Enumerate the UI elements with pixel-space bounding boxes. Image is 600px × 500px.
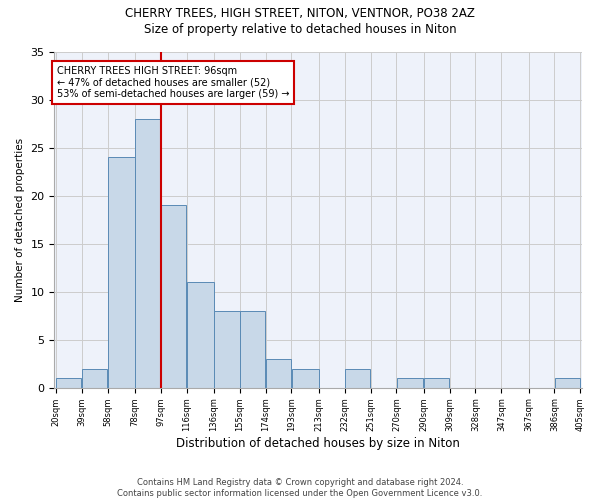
Bar: [397, 378, 424, 388]
Text: Contains HM Land Registry data © Crown copyright and database right 2024.
Contai: Contains HM Land Registry data © Crown c…: [118, 478, 482, 498]
Bar: [214, 311, 239, 388]
Bar: [240, 311, 265, 388]
Y-axis label: Number of detached properties: Number of detached properties: [15, 138, 25, 302]
Text: CHERRY TREES, HIGH STREET, NITON, VENTNOR, PO38 2AZ: CHERRY TREES, HIGH STREET, NITON, VENTNO…: [125, 8, 475, 20]
Text: CHERRY TREES HIGH STREET: 96sqm
← 47% of detached houses are smaller (52)
53% of: CHERRY TREES HIGH STREET: 96sqm ← 47% of…: [57, 66, 290, 99]
Bar: [108, 157, 134, 388]
Bar: [187, 282, 214, 388]
Bar: [345, 368, 370, 388]
X-axis label: Distribution of detached houses by size in Niton: Distribution of detached houses by size …: [176, 437, 460, 450]
Bar: [135, 118, 160, 388]
Bar: [161, 205, 187, 388]
Bar: [292, 368, 319, 388]
Bar: [424, 378, 449, 388]
Bar: [56, 378, 82, 388]
Bar: [266, 359, 291, 388]
Text: Size of property relative to detached houses in Niton: Size of property relative to detached ho…: [143, 22, 457, 36]
Bar: [82, 368, 107, 388]
Bar: [554, 378, 580, 388]
